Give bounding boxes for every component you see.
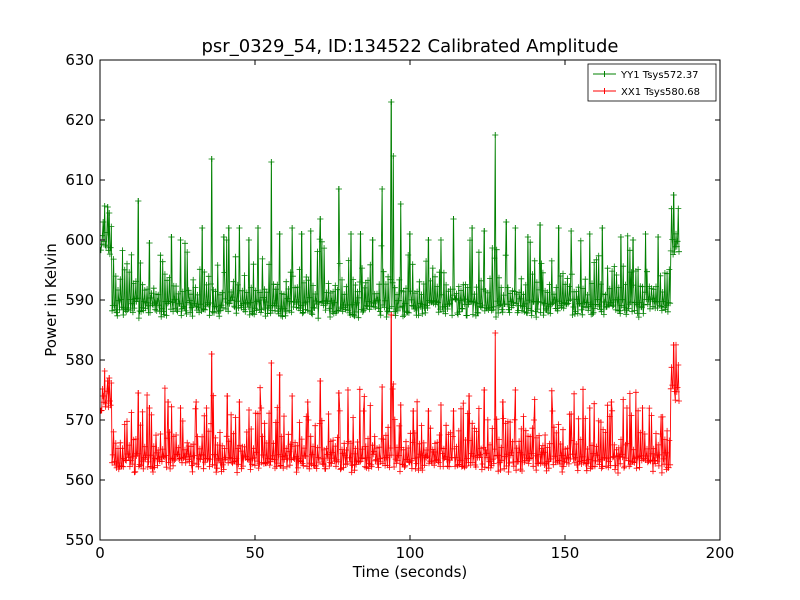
legend-marker bbox=[601, 71, 608, 77]
y-axis-label: Power in Kelvin bbox=[42, 243, 60, 357]
series-markers bbox=[100, 99, 682, 322]
plot-area bbox=[100, 99, 682, 476]
y-tick-label: 610 bbox=[65, 171, 94, 189]
legend-entry: XX1 Tsys580.68 bbox=[593, 87, 700, 98]
series-yy1 bbox=[100, 99, 682, 322]
series-markers bbox=[100, 312, 682, 476]
y-tick-label: 560 bbox=[65, 471, 94, 489]
legend-box bbox=[587, 63, 717, 102]
y-tick-label: 590 bbox=[65, 291, 94, 309]
y-tick-label: 580 bbox=[65, 351, 94, 369]
x-tick-label: 150 bbox=[551, 544, 580, 562]
legend-label: XX1 Tsys580.68 bbox=[621, 87, 700, 98]
y-tick-label: 550 bbox=[65, 531, 94, 549]
y-tick-label: 600 bbox=[65, 231, 94, 249]
x-tick-label: 50 bbox=[245, 544, 264, 562]
y-tick-label: 630 bbox=[65, 51, 94, 69]
axis-ticks: 0 50 100 150 200 550 560 570 580 590 600 610 620 630 bbox=[65, 51, 734, 562]
x-tick-label: 200 bbox=[706, 544, 735, 562]
legend-marker bbox=[601, 88, 608, 94]
legend: YY1 Tsys572.37 XX1 Tsys580.68 bbox=[587, 63, 717, 102]
legend-entry: YY1 Tsys572.37 bbox=[593, 70, 699, 81]
chart-title: psr_0329_54, ID:134522 Calibrated Amplit… bbox=[201, 36, 618, 57]
x-axis-label: Time (seconds) bbox=[352, 563, 468, 581]
series-xx1 bbox=[100, 312, 682, 476]
x-tick-label: 0 bbox=[95, 544, 105, 562]
x-tick-label: 100 bbox=[396, 544, 425, 562]
y-tick-label: 570 bbox=[65, 411, 94, 429]
legend-label: YY1 Tsys572.37 bbox=[620, 70, 699, 81]
y-tick-label: 620 bbox=[65, 111, 94, 129]
